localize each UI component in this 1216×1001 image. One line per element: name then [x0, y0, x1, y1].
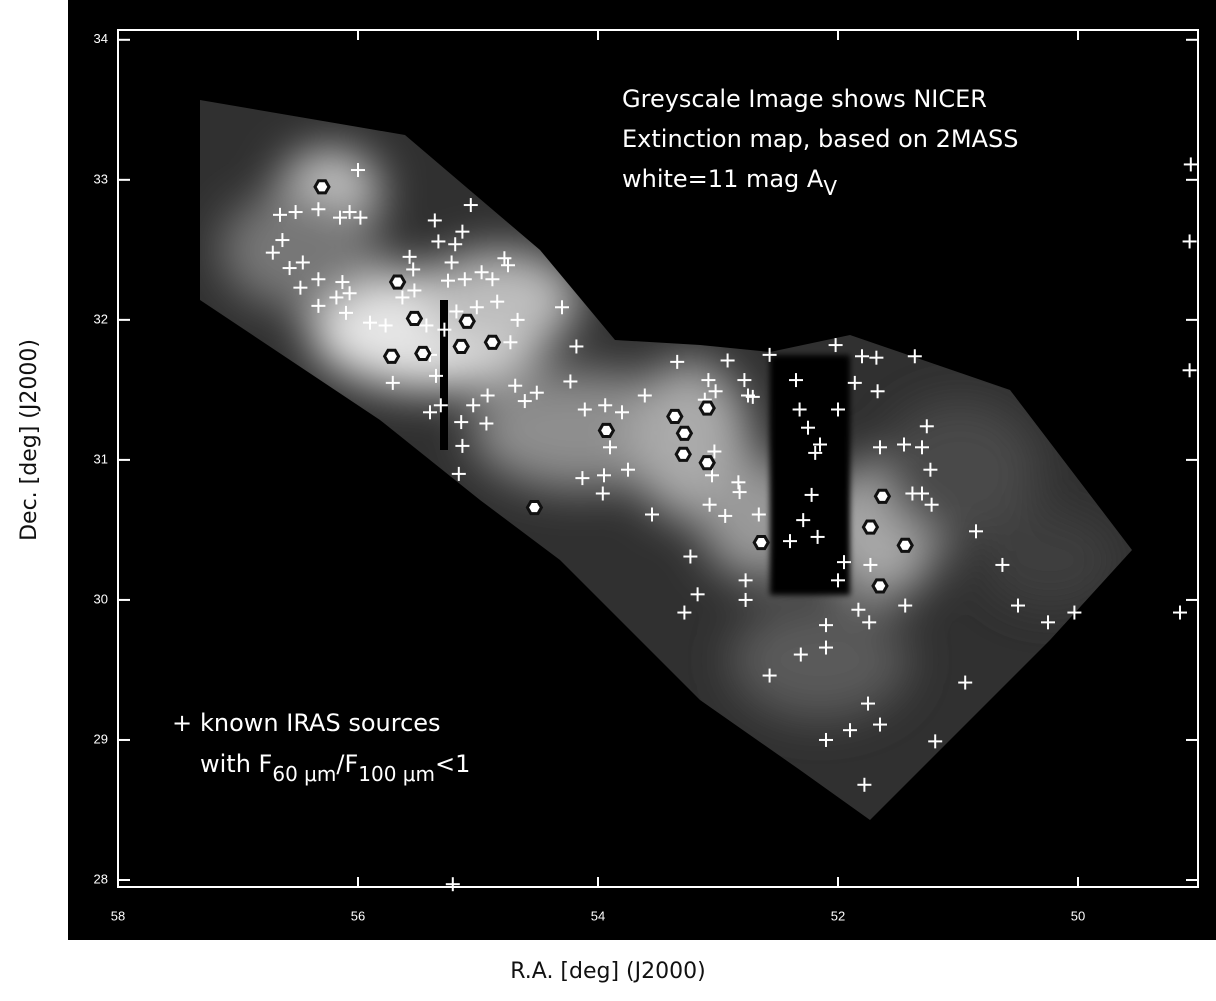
source-hexagon: [754, 536, 768, 548]
formula-part: with F: [200, 750, 272, 778]
legend-marker: +: [172, 709, 192, 737]
source-hexagon: [875, 490, 889, 502]
y-tick-label: 29: [94, 731, 108, 746]
note-text: white=11 mag A: [622, 165, 824, 193]
source-hexagon: [873, 580, 887, 592]
y-axis-label: Dec. [deg] (J2000): [17, 339, 42, 541]
y-tick-label: 34: [94, 31, 108, 46]
x-tick-label: 56: [351, 908, 365, 923]
x-tick-label: 52: [831, 908, 845, 923]
y-tick-label: 32: [94, 311, 108, 326]
chart: 58 56 54 52 50 28 29 30 31 32 33 34 Greyscale Image…: [0, 0, 1216, 997]
source-hexagon: [700, 402, 714, 414]
formula-part: /F: [336, 750, 358, 778]
legend-label: known IRAS sources: [200, 709, 441, 737]
y-tick-label: 30: [94, 591, 108, 606]
page: {"chart_data": { "type": "scatter", "xla…: [0, 0, 1216, 997]
source-hexagon: [863, 521, 877, 533]
source-hexagon: [898, 539, 912, 551]
source-hexagon: [599, 424, 613, 436]
source-hexagon: [460, 315, 474, 327]
formula-subscript: 60 μm: [272, 762, 336, 786]
note-line: Greyscale Image shows NICER: [622, 85, 987, 113]
x-tick-label: 54: [591, 908, 605, 923]
source-hexagon: [315, 181, 329, 193]
y-tick-label: 31: [94, 451, 108, 466]
source-hexagon: [668, 410, 682, 422]
formula-subscript: 100 μm: [358, 762, 435, 786]
source-hexagon: [700, 457, 714, 469]
formula-part: <1: [435, 750, 470, 778]
source-hexagon: [527, 501, 541, 513]
source-hexagon: [407, 312, 421, 324]
x-tick-label: 50: [1071, 908, 1085, 923]
x-axis-label: R.A. [deg] (J2000): [510, 959, 705, 984]
note-subscript: V: [823, 176, 837, 200]
x-tick-label: 58: [111, 908, 125, 923]
source-hexagon: [391, 276, 405, 288]
source-hexagon: [385, 350, 399, 362]
source-hexagon: [416, 347, 430, 359]
source-hexagon: [454, 340, 468, 352]
source-hexagon: [676, 448, 690, 460]
y-tick-label: 33: [94, 171, 108, 186]
source-hexagon: [677, 427, 691, 439]
y-tick-label: 28: [94, 871, 108, 886]
note-line: Extinction map, based on 2MASS: [622, 125, 1019, 153]
source-hexagon: [485, 336, 499, 348]
